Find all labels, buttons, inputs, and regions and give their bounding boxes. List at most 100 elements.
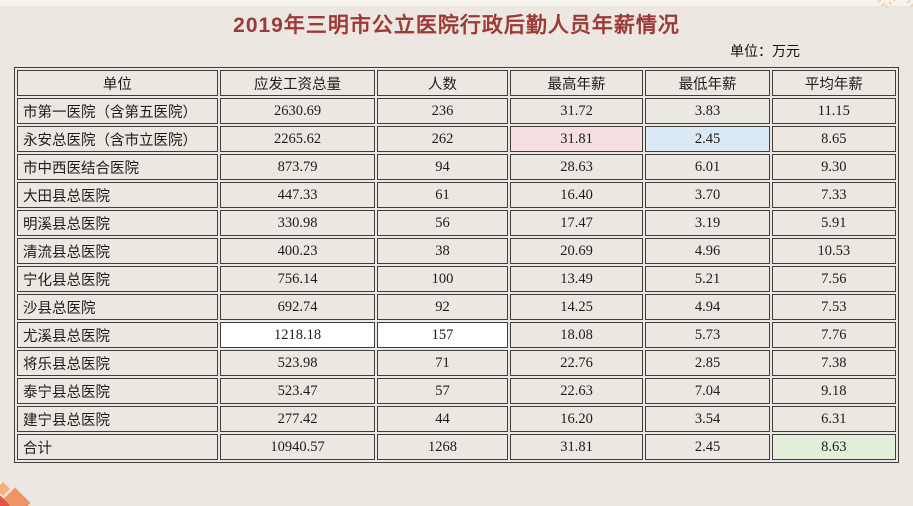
cell-min-salary: 3.83 (645, 98, 770, 124)
cell-unit: 市中西医结合医院 (17, 154, 218, 180)
cell-max-salary-total: 31.81 (509, 434, 644, 460)
cell-max-salary: 28.63 (509, 154, 644, 180)
cell-headcount: 92 (377, 294, 508, 320)
cell-headcount: 38 (377, 238, 508, 264)
unit-note: 单位：万元 (730, 45, 800, 60)
cell-max-salary-highlighted: 31.81 (509, 126, 644, 152)
cell-unit: 大田县总医院 (17, 182, 218, 208)
cell-avg-salary: 7.56 (771, 266, 896, 292)
cell-total-wages: 277.42 (219, 406, 376, 432)
cell-unit-total: 合计 (17, 434, 218, 460)
cell-unit: 尤溪县总医院 (17, 322, 218, 348)
cell-headcount-highlighted: 157 (377, 322, 508, 348)
cell-total-wages: 2265.62 (219, 126, 376, 152)
cell-total-wages: 873.79 (219, 154, 376, 180)
cell-unit: 泰宁县总医院 (17, 378, 218, 404)
table-row: 宁化县总医院 756.14 100 13.49 5.21 7.56 (17, 266, 896, 292)
cell-avg-salary: 7.33 (771, 182, 896, 208)
cell-max-salary: 18.08 (509, 322, 644, 348)
cell-unit: 清流县总医院 (17, 238, 218, 264)
cell-total-wages: 330.98 (219, 210, 376, 236)
cell-avg-salary: 7.53 (771, 294, 896, 320)
cell-headcount: 61 (377, 182, 508, 208)
cell-unit: 市第一医院（含第五医院） (17, 98, 218, 124)
cell-avg-salary: 5.91 (771, 210, 896, 236)
cell-headcount: 100 (377, 266, 508, 292)
cell-max-salary: 16.40 (509, 182, 644, 208)
cell-total-wages-total: 10940.57 (219, 434, 376, 460)
column-header-unit: 单位 (17, 70, 218, 96)
cell-headcount-total: 1268 (377, 434, 508, 460)
cell-avg-salary: 6.31 (771, 406, 896, 432)
table-row: 市第一医院（含第五医院） 2630.69 236 31.72 3.83 11.1… (17, 98, 896, 124)
cell-total-wages: 756.14 (219, 266, 376, 292)
page-title: 2019年三明市公立医院行政后勤人员年薪情况 (233, 14, 680, 37)
table-row: 建宁县总医院 277.42 44 16.20 3.54 6.31 (17, 406, 896, 432)
cell-min-salary: 2.85 (645, 350, 770, 376)
table-row: 将乐县总医院 523.98 71 22.76 2.85 7.38 (17, 350, 896, 376)
table-row: 清流县总医院 400.23 38 20.69 4.96 10.53 (17, 238, 896, 264)
cell-avg-salary: 11.15 (771, 98, 896, 124)
cell-unit: 沙县总医院 (17, 294, 218, 320)
cell-max-salary: 31.72 (509, 98, 644, 124)
cell-min-salary-highlighted: 2.45 (645, 126, 770, 152)
cell-headcount: 44 (377, 406, 508, 432)
cell-headcount: 57 (377, 378, 508, 404)
cell-min-salary: 3.19 (645, 210, 770, 236)
cell-max-salary: 16.20 (509, 406, 644, 432)
cell-headcount: 56 (377, 210, 508, 236)
cell-avg-salary: 7.38 (771, 350, 896, 376)
column-header-max-salary: 最高年薪 (509, 70, 644, 96)
table-row: 永安总医院（含市立医院） 2265.62 262 31.81 2.45 8.65 (17, 126, 896, 152)
cell-total-wages: 692.74 (219, 294, 376, 320)
cell-min-salary: 7.04 (645, 378, 770, 404)
cell-total-wages: 523.47 (219, 378, 376, 404)
column-header-avg-salary: 平均年薪 (771, 70, 896, 96)
cell-avg-salary-total-highlighted: 8.63 (771, 434, 896, 460)
cell-unit: 宁化县总医院 (17, 266, 218, 292)
cell-max-salary: 22.76 (509, 350, 644, 376)
column-header-min-salary: 最低年薪 (645, 70, 770, 96)
table-row: 市中西医结合医院 873.79 94 28.63 6.01 9.30 (17, 154, 896, 180)
cell-headcount: 94 (377, 154, 508, 180)
cell-avg-salary: 9.30 (771, 154, 896, 180)
cell-avg-salary: 10.53 (771, 238, 896, 264)
table-row: 泰宁县总医院 523.47 57 22.63 7.04 9.18 (17, 378, 896, 404)
cell-min-salary: 5.73 (645, 322, 770, 348)
cell-min-salary: 4.96 (645, 238, 770, 264)
header-row: 单位 应发工资总量 人数 最高年薪 最低年薪 平均年薪 (17, 70, 896, 96)
salary-table: 单位 应发工资总量 人数 最高年薪 最低年薪 平均年薪 市第一医院（含第五医院）… (14, 67, 899, 463)
cell-avg-salary: 8.65 (771, 126, 896, 152)
column-header-headcount: 人数 (377, 70, 508, 96)
cell-unit: 建宁县总医院 (17, 406, 218, 432)
cell-min-salary: 6.01 (645, 154, 770, 180)
cell-unit: 明溪县总医院 (17, 210, 218, 236)
cell-headcount: 71 (377, 350, 508, 376)
column-header-total-wages: 应发工资总量 (219, 70, 376, 96)
cell-max-salary: 13.49 (509, 266, 644, 292)
table-row: 明溪县总医院 330.98 56 17.47 3.19 5.91 (17, 210, 896, 236)
cell-max-salary: 22.63 (509, 378, 644, 404)
cell-headcount: 236 (377, 98, 508, 124)
cell-min-salary: 4.94 (645, 294, 770, 320)
cell-total-wages: 400.23 (219, 238, 376, 264)
cell-max-salary: 17.47 (509, 210, 644, 236)
cell-total-wages: 523.98 (219, 350, 376, 376)
cell-max-salary: 14.25 (509, 294, 644, 320)
diamond-ornament-icon (0, 482, 31, 506)
cell-min-salary: 3.54 (645, 406, 770, 432)
cell-total-wages: 447.33 (219, 182, 376, 208)
cell-avg-salary: 9.18 (771, 378, 896, 404)
cell-max-salary: 20.69 (509, 238, 644, 264)
cell-headcount: 262 (377, 126, 508, 152)
cell-unit: 永安总医院（含市立医院） (17, 126, 218, 152)
table-row: 沙县总医院 692.74 92 14.25 4.94 7.53 (17, 294, 896, 320)
table-row: 大田县总医院 447.33 61 16.40 3.70 7.33 (17, 182, 896, 208)
cell-avg-salary: 7.76 (771, 322, 896, 348)
top-edge-strip (0, 0, 913, 6)
table-row-total: 合计 10940.57 1268 31.81 2.45 8.63 (17, 434, 896, 460)
cell-min-salary: 3.70 (645, 182, 770, 208)
cell-min-salary-total: 2.45 (645, 434, 770, 460)
table-row: 尤溪县总医院 1218.18 157 18.08 5.73 7.76 (17, 322, 896, 348)
